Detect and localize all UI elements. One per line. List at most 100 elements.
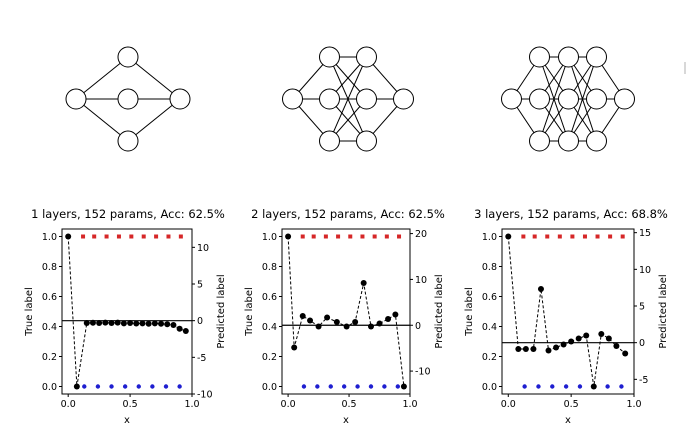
network-node [586, 88, 607, 110]
y-tick-label: 0.4 [42, 322, 57, 333]
data-point [163, 384, 169, 389]
data-point [343, 323, 350, 330]
data-point [352, 319, 359, 325]
x-tick-label: 1.0 [402, 399, 417, 410]
network-edge [75, 98, 129, 142]
plot-frame [281, 228, 411, 395]
x-tick-label: 1.0 [626, 399, 641, 410]
data-point [122, 384, 128, 389]
network-node [169, 88, 191, 110]
data-point [285, 233, 292, 240]
data-point [92, 234, 97, 239]
data-point [545, 347, 552, 354]
data-point [395, 384, 401, 389]
y-tick-label: 0.2 [482, 352, 497, 363]
network-node [356, 88, 377, 110]
x-tick-label: 0.0 [281, 399, 296, 410]
data-point [550, 384, 555, 389]
data-point [301, 384, 307, 389]
network-node [558, 46, 579, 68]
series-red-squares [81, 234, 183, 239]
series-black-dashed [505, 233, 629, 390]
x-tick-label: 0.0 [61, 399, 76, 410]
plot-panel: 2 layers, 152 params, Acc: 62.5% 0.0 0.2 0.… [244, 207, 445, 426]
data-point [307, 317, 314, 324]
y2-tick-label: 20 [415, 229, 427, 240]
data-point [182, 328, 189, 334]
x-tick-label: 0.5 [564, 399, 579, 410]
data-point [166, 234, 171, 239]
data-point [176, 325, 183, 332]
series-red-squares [521, 234, 625, 239]
data-point [150, 384, 155, 389]
y-tick-label: 0.8 [262, 262, 277, 273]
network-node [117, 46, 139, 68]
data-point [102, 319, 109, 326]
y2-axis-label: Predicted label [434, 274, 445, 348]
plot-frame [61, 228, 193, 395]
y-axis-label: True label [244, 287, 255, 337]
network-node [586, 46, 607, 68]
network-node [356, 46, 377, 68]
data-point [367, 323, 374, 330]
series-line [287, 236, 405, 387]
data-point [522, 384, 527, 389]
data-point [116, 234, 121, 239]
network-node [529, 130, 550, 152]
plot-frame [501, 228, 635, 395]
data-point [583, 332, 590, 339]
data-point [89, 319, 96, 326]
data-point [530, 346, 537, 352]
data-point [299, 313, 306, 319]
data-point [300, 234, 305, 239]
data-point [348, 234, 353, 239]
data-point [328, 384, 333, 389]
data-point [372, 234, 377, 239]
data-point [397, 234, 402, 239]
network-node [117, 88, 139, 110]
y2-tick-label: -10 [415, 367, 431, 378]
data-point [608, 234, 613, 239]
data-point [82, 384, 87, 389]
data-point [315, 323, 322, 330]
data-point [311, 234, 316, 239]
data-point [553, 344, 560, 351]
network-node [356, 130, 377, 152]
data-point [577, 384, 583, 389]
plot-title: 1 layers, 152 params, Acc: 62.5% [31, 207, 225, 221]
y2-tick-label: 10 [639, 265, 651, 276]
y-axis-label: True label [464, 287, 475, 337]
y-tick-label: 0.0 [262, 382, 277, 393]
y2-tick-label: 0 [639, 338, 645, 349]
edge-mark [684, 62, 686, 74]
y-tick-label: 0.8 [482, 262, 497, 273]
series-red-squares [300, 234, 402, 239]
data-point [622, 350, 629, 357]
data-point [521, 234, 526, 239]
data-point [96, 320, 103, 327]
data-point [65, 233, 72, 240]
y-tick-label: 0.6 [482, 292, 497, 303]
network-edge [127, 56, 181, 100]
x-axis-label: x [343, 415, 349, 426]
y2-axis-label: Predicted label [216, 274, 227, 348]
y-tick-label: 0.2 [262, 352, 277, 363]
data-point [575, 335, 582, 342]
data-point [598, 331, 605, 337]
data-point [382, 384, 387, 389]
data-point [170, 322, 177, 328]
series-line [67, 236, 186, 387]
data-point [323, 234, 328, 239]
series-blue-dots [82, 384, 182, 389]
data-point [73, 383, 80, 390]
data-point [120, 320, 127, 327]
network-node [319, 88, 340, 110]
y-tick-label: 0.0 [42, 382, 57, 393]
y2-tick-label: -10 [197, 390, 213, 401]
data-point [537, 286, 544, 292]
series-line [507, 236, 626, 387]
network-diagrams [65, 46, 635, 152]
y2-axis-label: Predicted label [658, 274, 669, 348]
data-point [400, 383, 407, 390]
